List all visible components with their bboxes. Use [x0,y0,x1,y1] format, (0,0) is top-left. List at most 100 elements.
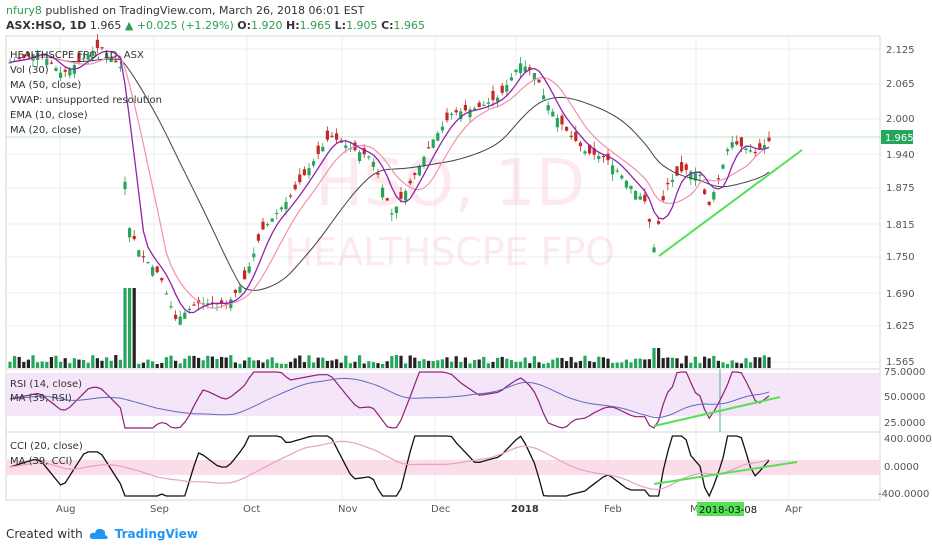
candle-body [707,201,711,205]
change-up-icon: ▲ [124,19,134,32]
rsi-ma-legend: MA (39, RSI) [10,393,72,404]
tradingview-cloud-icon [89,528,108,539]
volume-bar [707,358,711,368]
candle-body [703,189,707,195]
author-name[interactable]: nfury8 [6,4,42,17]
volume-bar [422,359,426,368]
cci-tick: 400.0000 [884,434,932,445]
trendline-rsi[interactable] [653,396,781,427]
volume-bar [703,356,707,368]
volume-bar [381,363,385,368]
volume-bar [17,356,21,368]
rsi-axis[interactable]: 75.0000 50.0000 25.0000 [884,367,925,429]
volume-bar [611,362,615,368]
volume-bar [408,355,412,368]
volume-bar [91,355,95,368]
volume-bar [459,361,463,368]
volume-bar [362,363,366,368]
legend-vwap: VWAP: unsupported resolution [10,95,162,106]
volume-bar [440,359,444,368]
volume-bar [551,359,555,368]
volume-bar [155,363,159,368]
volume-bar [31,355,35,368]
candle-body [399,191,403,199]
watermark-ticker: HSO, 1D [315,147,585,221]
candle-body [132,235,136,240]
volume-bar [215,359,219,368]
volume-bar [146,359,150,368]
trendline-price[interactable] [658,149,803,257]
time-tick: Nov [338,504,358,515]
candle-body [266,223,270,226]
volume-bar [187,355,191,368]
high-value: 1.965 [299,19,332,32]
candle-body [247,266,251,273]
volume-bar [555,357,559,368]
candle-body [367,156,371,158]
candle-body [362,148,366,155]
legend-ma20: MA (20, close) [10,125,81,136]
rsi-tick: 75.0000 [884,367,925,378]
time-axis[interactable]: Aug Sep Oct Nov Dec 2018 Feb Mar Apr [56,504,803,515]
volume-bar [684,355,688,368]
watermark-name: HEALTHSCPE FPO [285,230,616,274]
candle-body [482,104,486,106]
last-price: 1.965 [89,19,122,32]
price-tick: 2.065 [886,79,915,90]
rsi-legend: RSI (14, close) [10,379,82,390]
volume-bar [330,360,334,368]
cci-legend: CCI (20, close) [10,441,83,452]
volume-bar [569,357,573,368]
candle-body [77,52,81,62]
candle-body [693,173,697,181]
volume-bar [376,363,380,368]
trendline-cci[interactable] [653,461,798,485]
price-tick: 1.565 [886,357,915,368]
candle-body [638,196,642,200]
candle-body [293,184,297,190]
candle-body [312,161,316,166]
volume-bar [109,360,113,368]
volume-bar [726,363,730,368]
candle-body [408,180,412,184]
volume-bars [8,288,771,368]
tradingview-brand[interactable]: TradingView [114,527,198,541]
candle-body [560,115,564,125]
cci-axis[interactable]: 400.0000 0.0000 -400.0000 [878,434,932,500]
candle-body [716,178,720,180]
volume-bar [210,356,214,368]
candle-body [523,66,527,72]
main-pane[interactable] [5,35,881,370]
volume-bar [588,361,592,368]
volume-bar [463,357,467,368]
candle-body [128,228,132,238]
candle-body [509,77,513,81]
volume-bar [537,362,541,368]
candle-body [758,143,762,150]
volume-bar [197,357,201,368]
candle-body [749,150,753,152]
candle-body [385,198,389,201]
candle-body [505,85,509,92]
candle-body [445,112,449,121]
volume-bar [174,360,178,368]
volume-bar [739,363,743,368]
price-axis[interactable]: 2.125 2.065 2.000 1.940 1.875 1.815 1.75… [886,45,915,368]
candle-body [735,141,739,145]
volume-bar [192,355,196,368]
candle-body [109,57,113,63]
volume-bar [634,358,638,368]
candle-body [427,147,431,149]
volume-bar [335,359,339,368]
candle-body [542,95,546,100]
volume-bar [233,362,237,368]
volume-bar [95,358,99,368]
candle-body [450,113,454,116]
volume-bar [261,362,265,368]
candle-body [114,60,118,63]
volume-bar [735,362,739,368]
candle-body [624,180,628,188]
candle-body [666,182,670,185]
candle-body [68,68,72,76]
